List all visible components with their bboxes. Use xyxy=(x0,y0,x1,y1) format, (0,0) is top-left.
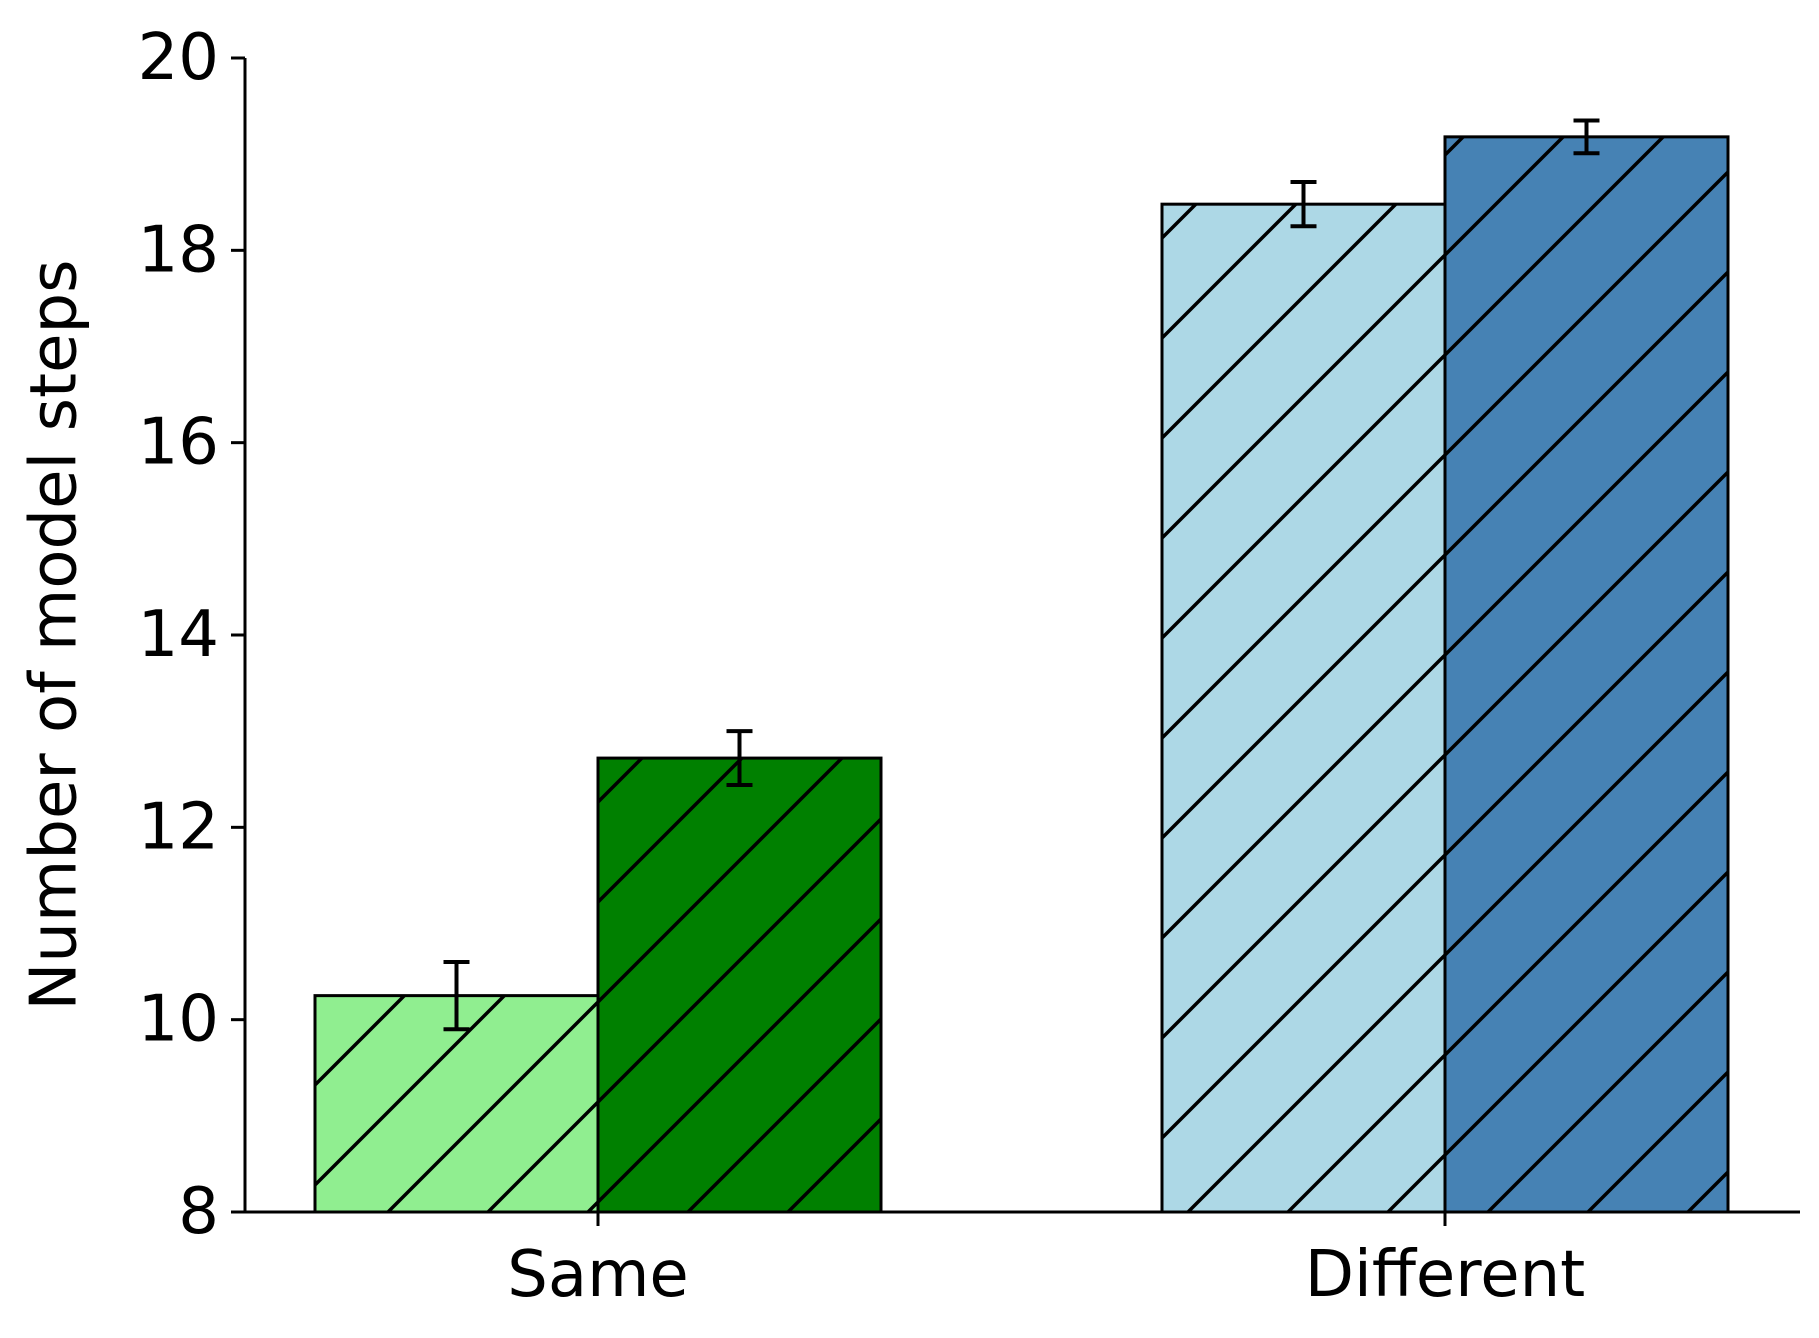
x-tick-label-same: Same xyxy=(507,1238,689,1312)
y-tick-label-20: 20 xyxy=(138,21,219,95)
y-axis-title: Number of model steps xyxy=(18,260,92,1011)
bar-hatch-same-1 xyxy=(315,995,598,1212)
error-bar-same-1 xyxy=(443,959,470,1032)
bar-hatch-different-1 xyxy=(1162,204,1445,1212)
y-tick-label-18: 18 xyxy=(138,213,219,287)
y-tick-label-16: 16 xyxy=(138,406,219,480)
error-bar-different-2 xyxy=(1573,118,1600,156)
x-tick-label-different: Different xyxy=(1305,1238,1585,1312)
y-tick-label-10: 10 xyxy=(138,983,219,1057)
bar-hatch-same-2 xyxy=(598,758,881,1212)
y-tick-label-12: 12 xyxy=(138,790,219,864)
error-bars-layer xyxy=(443,118,1600,1032)
bar-hatch-different-2 xyxy=(1445,136,1728,1212)
ticks-layer: 8 10 12 14 16 18 20 Same Different xyxy=(138,21,1586,1312)
y-tick-label-14: 14 xyxy=(138,598,219,672)
y-tick-label-8: 8 xyxy=(178,1175,219,1249)
bars-layer xyxy=(313,135,1730,1214)
error-bar-same-2 xyxy=(726,729,753,788)
error-bar-different-1 xyxy=(1290,180,1317,229)
